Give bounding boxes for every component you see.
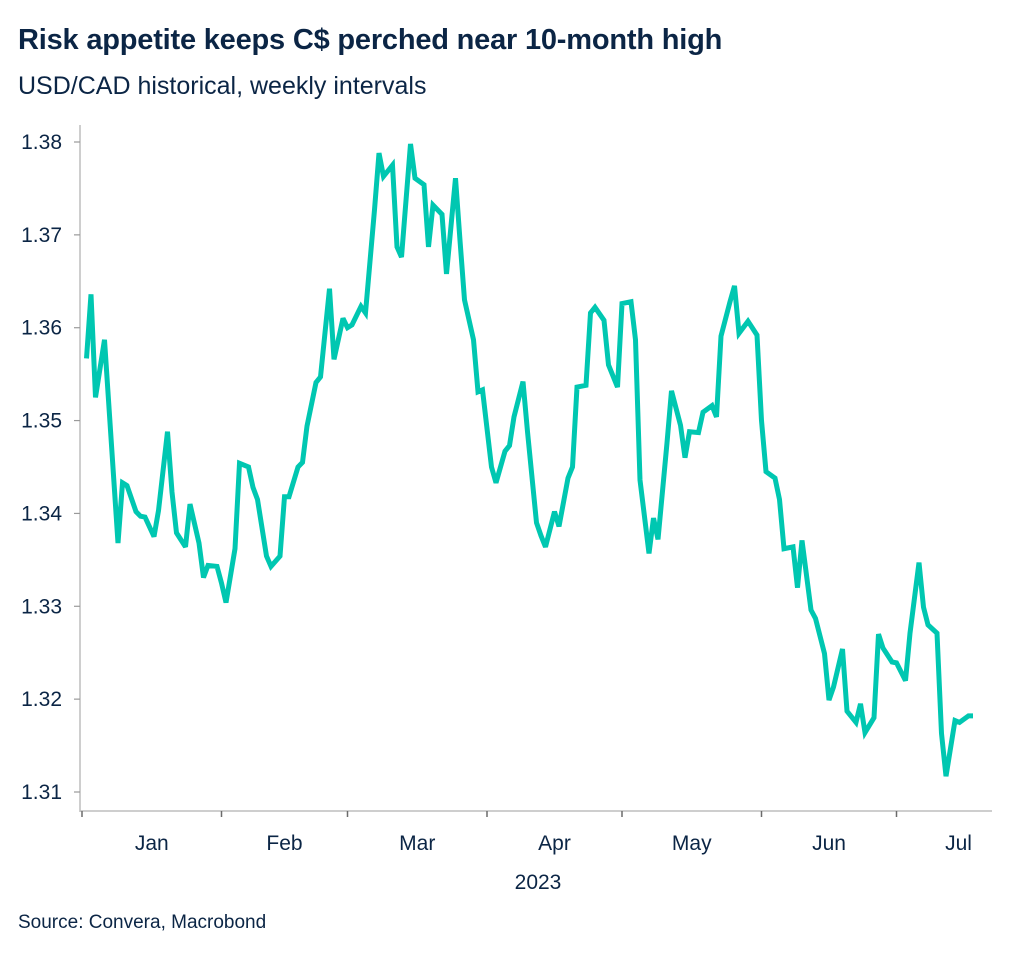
series-line	[84, 143, 973, 777]
x-axis-label: 2023	[515, 871, 562, 894]
y-tick-label: 1.35	[21, 410, 62, 433]
x-tick-label: May	[672, 832, 712, 855]
chart-subtitle: USD/CAD historical, weekly intervals	[18, 72, 427, 100]
y-tick-label: 1.36	[21, 317, 62, 340]
plot-area	[84, 143, 973, 777]
y-tick-label: 1.32	[21, 688, 62, 711]
chart-title: Risk appetite keeps C$ perched near 10-m…	[18, 24, 723, 56]
x-tick-label: Jun	[812, 832, 846, 855]
x-tick-label: Apr	[538, 832, 571, 855]
y-tick-label: 1.38	[21, 131, 62, 154]
source-note: Source: Convera, Macrobond	[18, 912, 267, 933]
axes	[79, 125, 992, 812]
y-tick-label: 1.37	[21, 224, 62, 247]
x-tick-label: Feb	[266, 832, 302, 855]
x-tick-label: Jan	[135, 832, 169, 855]
y-tick-label: 1.31	[21, 781, 62, 804]
x-axis-ticks: Jan Feb Mar Apr May Jun Jul	[81, 811, 972, 855]
y-tick-label: 1.33	[21, 595, 62, 618]
y-axis-ticks: 1.31 1.32 1.33 1.34 1.35 1.36 1.37 1.38	[21, 131, 80, 804]
y-tick-label: 1.34	[21, 502, 62, 525]
x-tick-label: Mar	[399, 832, 435, 855]
x-tick-label: Jul	[945, 832, 972, 855]
